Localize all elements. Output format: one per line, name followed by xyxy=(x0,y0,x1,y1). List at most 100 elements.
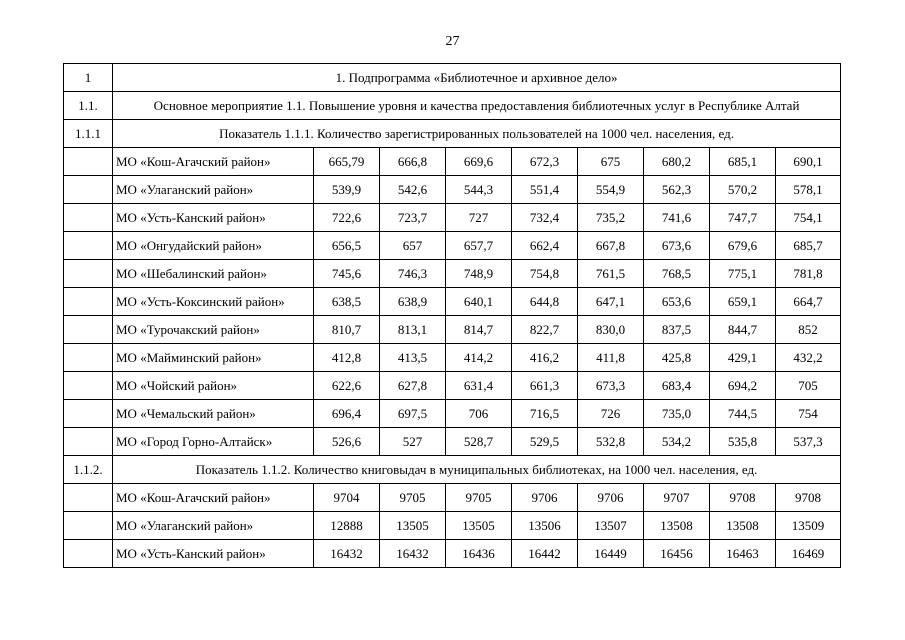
cell-value: 748,9 xyxy=(445,259,512,288)
cell-value: 696,4 xyxy=(313,399,380,428)
section-row-subprogram: 1 1. Подпрограмма «Библиотечное и архивн… xyxy=(63,63,842,92)
table-row: МО «Майминский район» 412,8 413,5 414,2 … xyxy=(63,343,842,372)
cell-value: 13505 xyxy=(445,511,512,540)
cell-value: 727 xyxy=(445,203,512,232)
cell-value: 9706 xyxy=(511,483,578,512)
row-label: МО «Майминский район» xyxy=(112,343,314,372)
cell-value: 694,2 xyxy=(709,371,776,400)
row-index xyxy=(63,259,113,288)
cell-value: 673,3 xyxy=(577,371,644,400)
cell-value: 741,6 xyxy=(643,203,710,232)
cell-value: 622,6 xyxy=(313,371,380,400)
table-row: МО «Шебалинский район» 745,6 746,3 748,9… xyxy=(63,259,842,288)
table-row: МО «Чемальский район» 696,4 697,5 706 71… xyxy=(63,399,842,428)
cell-value: 13508 xyxy=(643,511,710,540)
row-label: МО «Шебалинский район» xyxy=(112,259,314,288)
cell-value: 685,1 xyxy=(709,147,776,176)
section-row-main-activity: 1.1. Основное мероприятие 1.1. Повышение… xyxy=(63,91,842,120)
row-index xyxy=(63,539,113,568)
row-index xyxy=(63,483,113,512)
cell-value: 13507 xyxy=(577,511,644,540)
table-row: МО «Улаганский район» 12888 13505 13505 … xyxy=(63,511,842,540)
table-row: МО «Кош-Агачский район» 665,79 666,8 669… xyxy=(63,147,842,176)
row-label: МО «Чойский район» xyxy=(112,371,314,400)
section-title: Основное мероприятие 1.1. Повышение уров… xyxy=(111,91,842,120)
cell-value: 744,5 xyxy=(709,399,776,428)
row-index xyxy=(63,315,113,344)
cell-value: 723,7 xyxy=(379,203,446,232)
cell-value: 526,6 xyxy=(313,427,380,456)
cell-value: 664,7 xyxy=(774,287,842,316)
row-index xyxy=(63,147,113,176)
cell-value: 732,4 xyxy=(511,203,578,232)
cell-value: 638,5 xyxy=(313,287,380,316)
cell-value: 16449 xyxy=(577,539,644,568)
row-index xyxy=(63,427,113,456)
cell-value: 554,9 xyxy=(577,175,644,204)
row-index: 1 xyxy=(63,63,113,92)
cell-value: 425,8 xyxy=(643,343,710,372)
cell-value: 705 xyxy=(774,371,842,400)
cell-value: 661,3 xyxy=(511,371,578,400)
section-title: Показатель 1.1.2. Количество книговыдач … xyxy=(111,455,842,484)
cell-value: 411,8 xyxy=(577,343,644,372)
cell-value: 537,3 xyxy=(774,427,842,456)
cell-value: 746,3 xyxy=(379,259,446,288)
cell-value: 528,7 xyxy=(445,427,512,456)
cell-value: 735,0 xyxy=(643,399,710,428)
cell-value: 527 xyxy=(379,427,446,456)
cell-value: 9706 xyxy=(577,483,644,512)
table-row: МО «Кош-Агачский район» 9704 9705 9705 9… xyxy=(63,483,842,512)
cell-value: 745,6 xyxy=(313,259,380,288)
cell-value: 830,0 xyxy=(577,315,644,344)
cell-value: 810,7 xyxy=(313,315,380,344)
cell-value: 12888 xyxy=(313,511,380,540)
cell-value: 669,6 xyxy=(445,147,512,176)
row-label: МО «Чемальский район» xyxy=(112,399,314,428)
cell-value: 638,9 xyxy=(379,287,446,316)
cell-value: 9707 xyxy=(643,483,710,512)
cell-value: 852 xyxy=(774,315,842,344)
cell-value: 532,8 xyxy=(577,427,644,456)
cell-value: 13508 xyxy=(709,511,776,540)
cell-value: 754,8 xyxy=(511,259,578,288)
cell-value: 822,7 xyxy=(511,315,578,344)
section-row-indicator-112: 1.1.2. Показатель 1.1.2. Количество книг… xyxy=(63,455,842,484)
cell-value: 657 xyxy=(379,231,446,260)
cell-value: 432,2 xyxy=(774,343,842,372)
row-label: МО «Улаганский район» xyxy=(112,511,314,540)
table-row: МО «Усть-Коксинский район» 638,5 638,9 6… xyxy=(63,287,842,316)
cell-value: 412,8 xyxy=(313,343,380,372)
row-label: МО «Город Горно-Алтайск» xyxy=(112,427,314,456)
cell-value: 16432 xyxy=(379,539,446,568)
cell-value: 726 xyxy=(577,399,644,428)
cell-value: 754 xyxy=(774,399,842,428)
cell-value: 414,2 xyxy=(445,343,512,372)
cell-value: 775,1 xyxy=(709,259,776,288)
cell-value: 644,8 xyxy=(511,287,578,316)
cell-value: 697,5 xyxy=(379,399,446,428)
cell-value: 627,8 xyxy=(379,371,446,400)
table-row: МО «Улаганский район» 539,9 542,6 544,3 … xyxy=(63,175,842,204)
cell-value: 665,79 xyxy=(313,147,380,176)
cell-value: 544,3 xyxy=(445,175,512,204)
row-label: МО «Усть-Коксинский район» xyxy=(112,287,314,316)
cell-value: 13509 xyxy=(774,511,842,540)
cell-value: 814,7 xyxy=(445,315,512,344)
program-indicators-table: 1 1. Подпрограмма «Библиотечное и архивн… xyxy=(63,63,842,568)
cell-value: 578,1 xyxy=(774,175,842,204)
cell-value: 754,1 xyxy=(774,203,842,232)
row-index xyxy=(63,287,113,316)
cell-value: 9704 xyxy=(313,483,380,512)
row-index: 1.1.2. xyxy=(63,455,113,484)
cell-value: 666,8 xyxy=(379,147,446,176)
row-label: МО «Улаганский район» xyxy=(112,175,314,204)
cell-value: 562,3 xyxy=(643,175,710,204)
cell-value: 722,6 xyxy=(313,203,380,232)
cell-value: 13505 xyxy=(379,511,446,540)
cell-value: 534,2 xyxy=(643,427,710,456)
cell-value: 680,2 xyxy=(643,147,710,176)
cell-value: 781,8 xyxy=(774,259,842,288)
row-label: МО «Онгудайский район» xyxy=(112,231,314,260)
cell-value: 657,7 xyxy=(445,231,512,260)
